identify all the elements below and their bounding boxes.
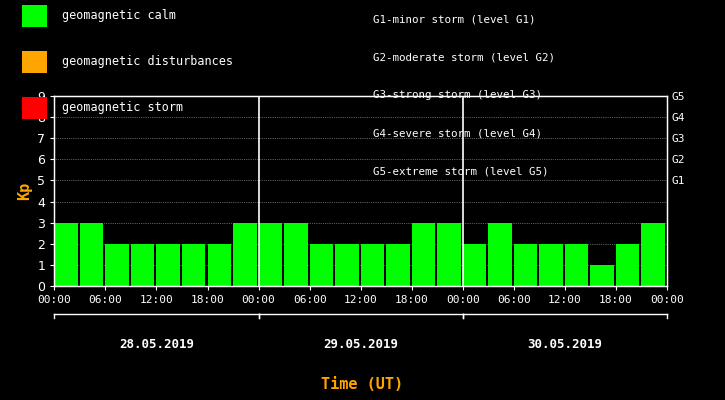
Text: G4-severe storm (level G4): G4-severe storm (level G4) — [373, 128, 542, 138]
Bar — [642, 223, 665, 286]
Text: geomagnetic calm: geomagnetic calm — [62, 10, 175, 22]
Bar — [259, 223, 282, 286]
Bar — [207, 244, 231, 286]
Text: 30.05.2019: 30.05.2019 — [527, 338, 602, 351]
Bar — [565, 244, 589, 286]
Bar — [310, 244, 333, 286]
Text: G3-strong storm (level G3): G3-strong storm (level G3) — [373, 90, 542, 100]
Bar — [463, 244, 486, 286]
Bar — [514, 244, 537, 286]
Text: G5-extreme storm (level G5): G5-extreme storm (level G5) — [373, 166, 549, 176]
Text: 29.05.2019: 29.05.2019 — [323, 338, 398, 351]
Bar — [386, 244, 410, 286]
Text: G2-moderate storm (level G2): G2-moderate storm (level G2) — [373, 52, 555, 62]
Bar — [284, 223, 307, 286]
Bar — [131, 244, 154, 286]
Text: 28.05.2019: 28.05.2019 — [119, 338, 194, 351]
Bar — [233, 223, 257, 286]
Text: geomagnetic storm: geomagnetic storm — [62, 102, 183, 114]
Bar — [80, 223, 104, 286]
Bar — [437, 223, 461, 286]
Bar — [182, 244, 205, 286]
Bar — [335, 244, 359, 286]
Bar — [157, 244, 180, 286]
Bar — [360, 244, 384, 286]
Bar — [489, 223, 512, 286]
Bar — [539, 244, 563, 286]
Bar — [590, 265, 614, 286]
Text: geomagnetic disturbances: geomagnetic disturbances — [62, 56, 233, 68]
Text: G1-minor storm (level G1): G1-minor storm (level G1) — [373, 14, 536, 24]
Bar — [616, 244, 639, 286]
Bar — [105, 244, 129, 286]
Text: Time (UT): Time (UT) — [321, 377, 404, 392]
Y-axis label: Kp: Kp — [17, 182, 32, 200]
Bar — [412, 223, 435, 286]
Bar — [54, 223, 78, 286]
